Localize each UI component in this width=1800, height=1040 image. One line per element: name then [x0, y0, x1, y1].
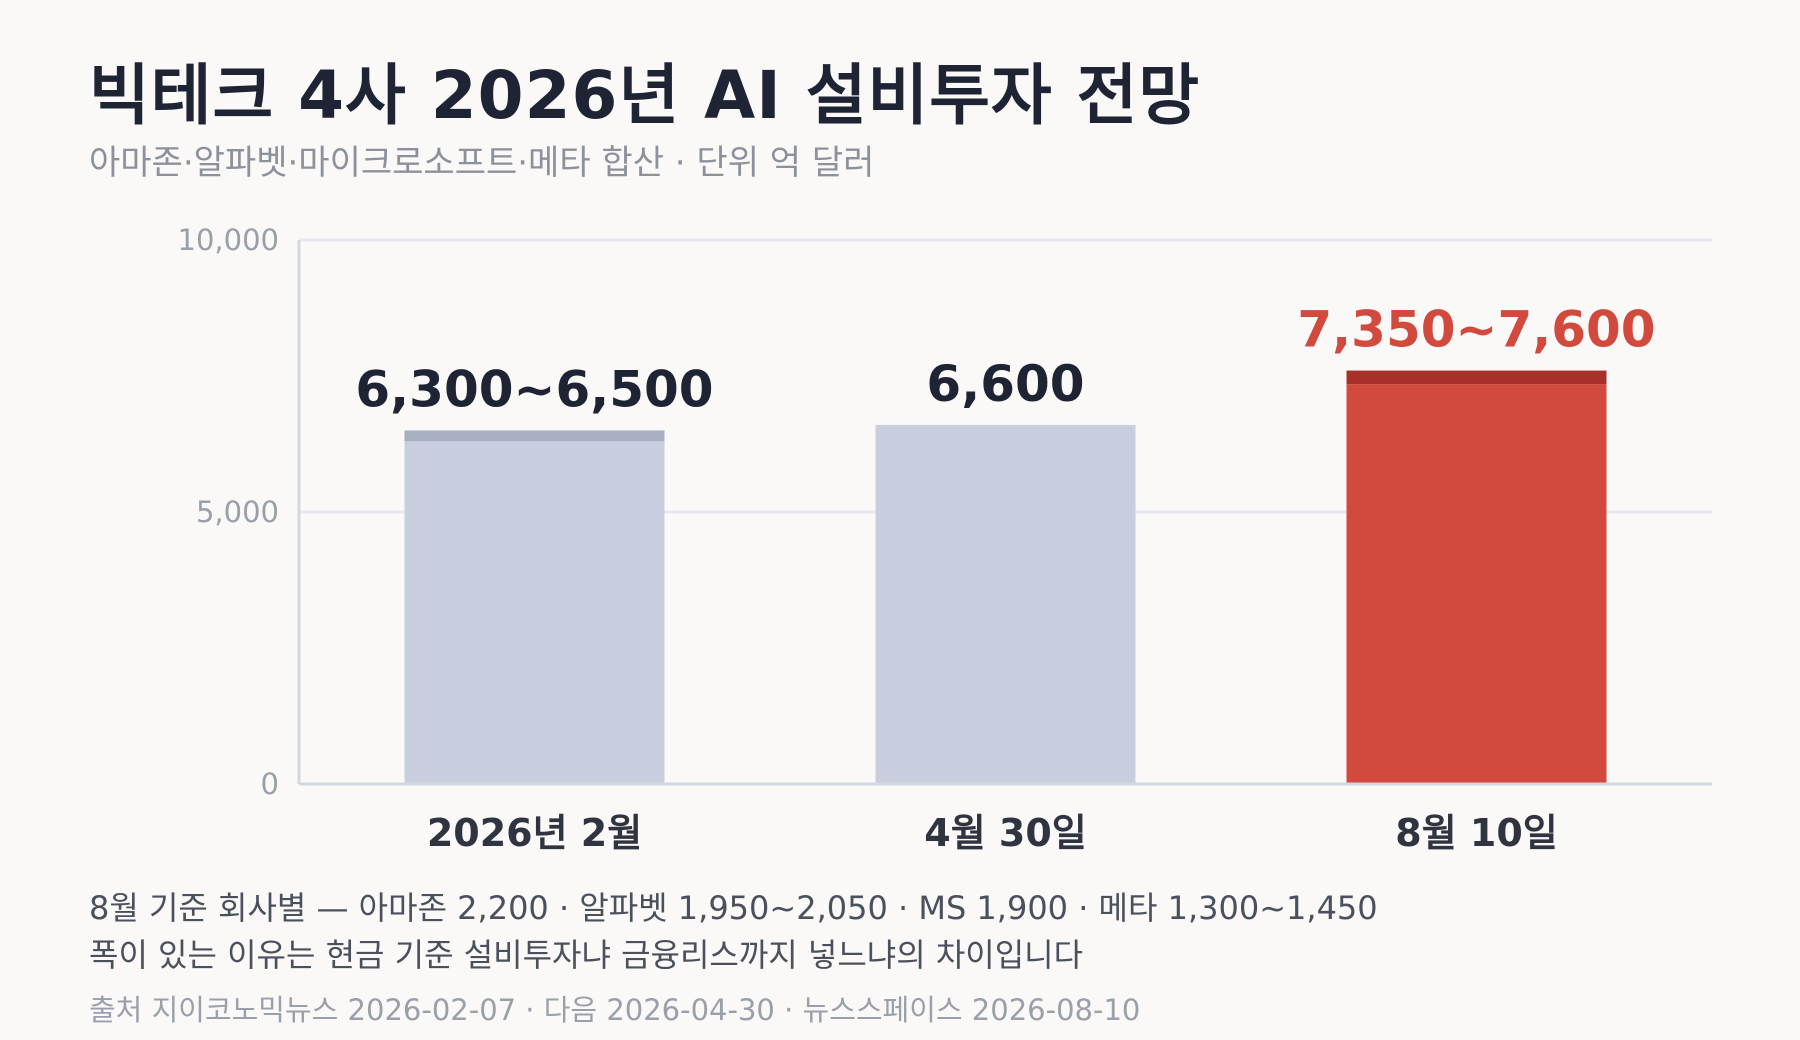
- footnote-company-breakdown: 8월 기준 회사별 — 아마존 2,200 · 알파벳 1,950~2,050 …: [89, 889, 1378, 927]
- x-category-label: 4월 30일: [924, 811, 1086, 855]
- footnote-range-explanation: 폭이 있는 이유는 현금 기준 설비투자냐 금융리스까지 넣느냐의 차이입니다: [89, 936, 1084, 974]
- source-note: 출처 지이코노믹뉴스 2026-02-07 · 다음 2026-04-30 · …: [89, 993, 1141, 1027]
- y-tick-label: 5,000: [196, 495, 279, 529]
- data-label: 6,600: [926, 355, 1084, 413]
- x-category-label: 2026년 2월: [427, 811, 642, 855]
- bar: [875, 424, 1136, 784]
- data-label: 6,300~6,500: [355, 360, 713, 418]
- chart-title: 빅테크 4사 2026년 AI 설비투자 전망: [89, 57, 1201, 134]
- data-label: 7,350~7,600: [1297, 301, 1655, 359]
- bar: [1346, 384, 1607, 784]
- bar: [404, 441, 665, 784]
- y-tick-label: 10,000: [178, 223, 279, 257]
- x-category-label: 8월 10일: [1395, 811, 1557, 855]
- bar-range-segment: [404, 430, 665, 442]
- chart-subtitle: 아마존·알파벳·마이크로소프트·메타 합산 · 단위 억 달러: [89, 143, 875, 183]
- bar-range-segment: [1346, 370, 1607, 385]
- y-tick-label: 0: [261, 767, 279, 801]
